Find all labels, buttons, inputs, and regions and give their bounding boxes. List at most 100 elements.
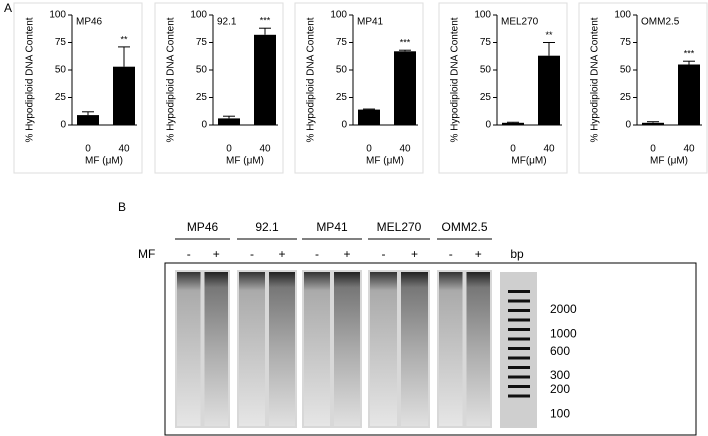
x-tick-label: 40 (543, 144, 555, 155)
ladder-band (508, 318, 530, 322)
y-tick-label: 75 (336, 37, 348, 48)
y-tick-label: 0 (485, 120, 491, 131)
x-tick-label: 40 (118, 144, 130, 155)
y-tick-label: 50 (196, 65, 208, 76)
y-tick-label: 75 (55, 37, 67, 48)
y-tick-label: 100 (330, 10, 347, 21)
panel-frame (578, 2, 708, 174)
y-tick-label: 25 (480, 92, 492, 103)
bar (218, 118, 240, 125)
bar (113, 66, 135, 125)
y-axis-label: % Hypodiploid DNA Content (590, 17, 601, 142)
gel-lane (204, 272, 228, 426)
ladder-band (508, 394, 530, 398)
ladder-band (508, 328, 530, 331)
y-tick-label: 100 (474, 10, 491, 21)
gel-lane (177, 272, 201, 426)
chart-title: MEL270 (501, 17, 539, 28)
y-tick-label: 0 (201, 120, 207, 131)
y-axis-label: % Hypodiploid DNA Content (450, 17, 461, 142)
ladder-band (508, 299, 530, 303)
gel-lane (304, 272, 330, 426)
y-tick-label: 0 (60, 120, 66, 131)
y-tick-label: 25 (620, 92, 632, 103)
bar (394, 51, 416, 125)
x-axis-label: MF (μM) (366, 156, 404, 167)
gel-lane (401, 272, 428, 426)
mf-sign: + (278, 247, 285, 261)
lane-title: 92.1 (255, 220, 279, 234)
panel-frame (438, 2, 568, 174)
y-tick-label: 50 (336, 65, 348, 76)
x-tick-label: 0 (85, 144, 91, 155)
significance: *** (260, 16, 271, 26)
x-tick-label: 0 (650, 144, 656, 155)
ladder-label: 600 (550, 344, 570, 358)
y-tick-label: 100 (614, 10, 631, 21)
ladder-label: 1000 (550, 326, 577, 340)
ladder-label: 300 (550, 368, 570, 382)
x-tick-label: 0 (226, 144, 232, 155)
y-axis-label: % Hypodiploid DNA Content (25, 17, 36, 142)
ladder-band (508, 309, 530, 312)
x-tick-label: 0 (510, 144, 516, 155)
bar (77, 115, 99, 125)
lane-title: MP41 (316, 220, 348, 234)
gel-lane (239, 272, 265, 426)
y-tick-label: 100 (49, 10, 66, 21)
y-tick-label: 25 (55, 92, 67, 103)
y-tick-label: 100 (190, 10, 207, 21)
y-axis-label: % Hypodiploid DNA Content (306, 17, 317, 142)
ladder-band (508, 366, 530, 369)
ladder-label: 200 (550, 382, 570, 396)
x-tick-label: 0 (366, 144, 372, 155)
gel-lane (269, 272, 295, 426)
bar (254, 34, 276, 125)
lane-title: MP46 (187, 220, 219, 234)
bp-label: bp (510, 247, 524, 261)
significance: *** (400, 38, 411, 48)
panel-label: A (4, 1, 12, 15)
chart-title: OMM2.5 (641, 17, 680, 28)
ladder-band (508, 337, 530, 341)
bar (538, 55, 560, 126)
ladder-band (508, 385, 530, 388)
mf-label: MF (138, 247, 155, 261)
x-tick-label: 40 (399, 144, 411, 155)
y-tick-label: 50 (55, 65, 67, 76)
y-tick-label: 25 (336, 92, 348, 103)
mf-sign: + (411, 247, 418, 261)
significance: ** (545, 30, 553, 40)
panel-frame (154, 2, 284, 174)
y-axis-label: % Hypodiploid DNA Content (166, 17, 177, 142)
y-tick-label: 75 (480, 37, 492, 48)
y-tick-label: 0 (341, 120, 347, 131)
chart-title: MP41 (357, 17, 384, 28)
ladder-band (508, 290, 530, 293)
bar (678, 64, 700, 125)
x-axis-label: MF (μM) (226, 156, 264, 167)
panel-frame (13, 2, 143, 174)
x-axis-label: MF (μM) (85, 156, 123, 167)
mf-sign: - (449, 247, 453, 261)
mf-sign: + (475, 247, 482, 261)
x-axis-label: MF(μM) (511, 156, 546, 167)
ladder-band (508, 356, 530, 360)
ladder-band (508, 375, 530, 379)
mf-sign: - (187, 247, 191, 261)
gel-frame (164, 262, 697, 436)
mf-sign: - (382, 247, 386, 261)
y-tick-label: 0 (625, 120, 631, 131)
mf-sign: + (343, 247, 350, 261)
x-tick-label: 40 (259, 144, 271, 155)
gel-lane (439, 272, 463, 426)
significance: ** (120, 34, 128, 44)
lane-title: MEL270 (377, 220, 422, 234)
chart-title: 92.1 (217, 17, 237, 28)
x-tick-label: 40 (683, 144, 695, 155)
gel-lane (466, 272, 490, 426)
panel-label: B (118, 200, 126, 214)
ladder-label: 100 (550, 406, 570, 420)
y-tick-label: 50 (480, 65, 492, 76)
